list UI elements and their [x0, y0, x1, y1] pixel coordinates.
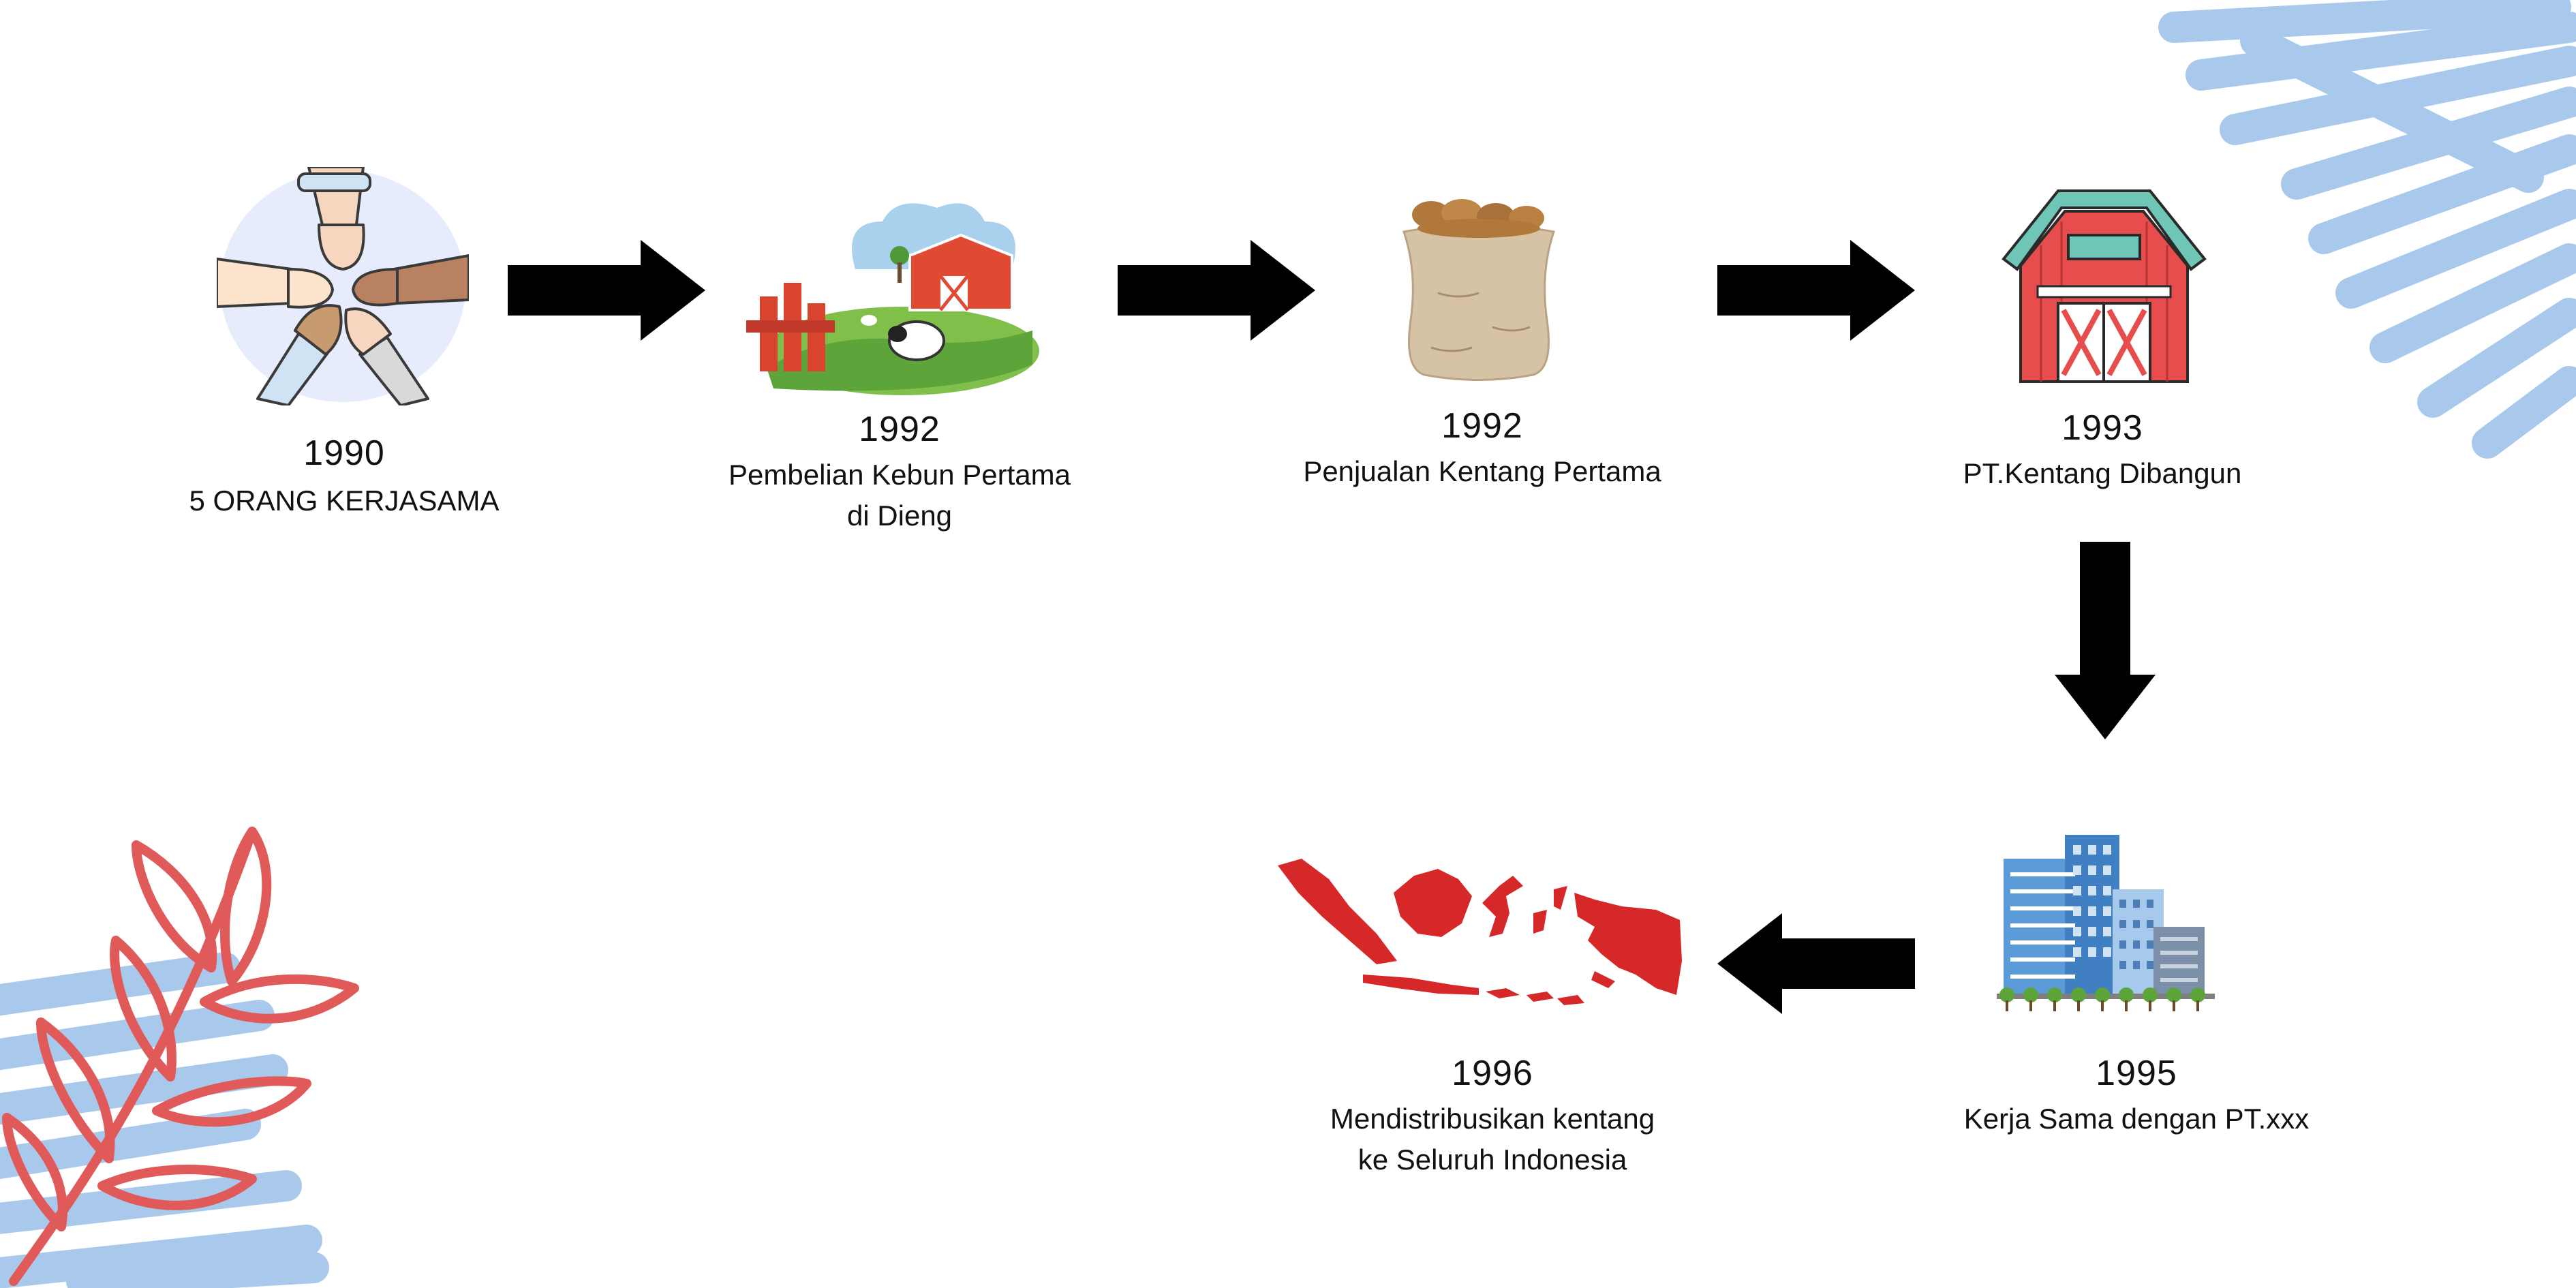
timeline-desc-1992-garden-line2: di Dieng — [846, 500, 953, 532]
indonesia-map-icon — [1278, 859, 1682, 1005]
barn-icon — [2002, 189, 2207, 383]
potato-sack-icon — [1402, 199, 1555, 381]
farm-icon — [746, 203, 1039, 395]
office-buildings-icon — [1997, 835, 2215, 1011]
fist-bump-icon — [217, 167, 469, 405]
timeline-year-1993: 1993 — [2061, 408, 2143, 448]
timeline-desc-1996-line1: Mendistribusikan kentang — [1330, 1103, 1655, 1135]
timeline-year-1995: 1995 — [2096, 1054, 2177, 1093]
timeline-desc-1992-sales: Penjualan Kentang Pertama — [1303, 455, 1661, 487]
timeline-year-1990: 1990 — [303, 433, 385, 473]
arrow-right-icon — [1717, 240, 1915, 341]
timeline-year-1996: 1996 — [1452, 1054, 1533, 1093]
timeline-desc-1993: PT.Kentang Dibangun — [1963, 457, 2242, 489]
timeline-desc-1992-garden-line1: Pembelian Kebun Pertama — [729, 459, 1071, 491]
arrow-left-icon — [1717, 913, 1915, 1014]
blue-scribble-top-right — [2158, 0, 2576, 459]
red-leaf-branch — [2, 827, 359, 1286]
timeline-desc-1995: Kerja Sama dengan PT.xxx — [1963, 1103, 2310, 1135]
timeline-desc-1990: 5 ORANG KERJASAMA — [189, 485, 500, 517]
timeline-year-1992-garden: 1992 — [859, 410, 940, 449]
arrow-down-icon — [2055, 542, 2156, 739]
arrow-right-icon — [1118, 240, 1315, 341]
timeline-desc-1996-line2: ke Seluruh Indonesia — [1358, 1144, 1627, 1176]
arrow-right-icon — [508, 240, 705, 341]
timeline-year-1992-sales: 1992 — [1441, 406, 1523, 446]
